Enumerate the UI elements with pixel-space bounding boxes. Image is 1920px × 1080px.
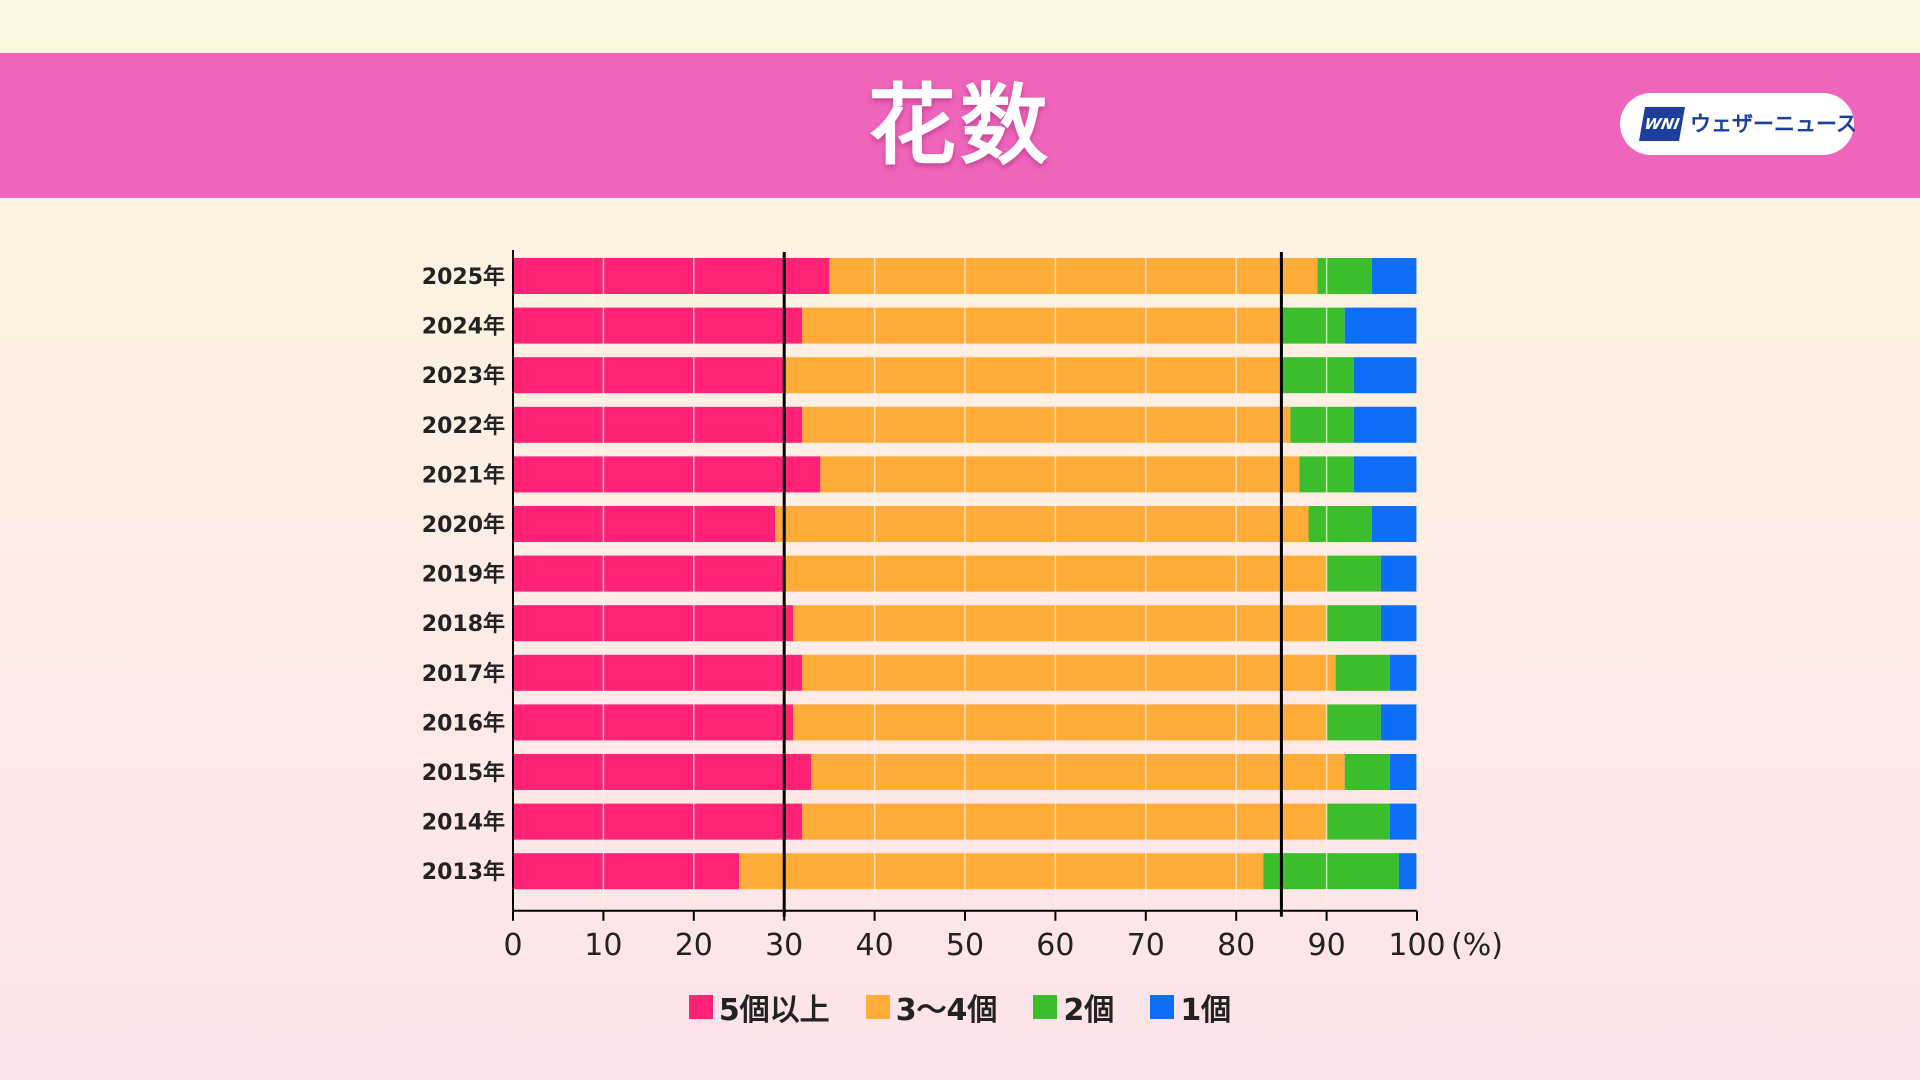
bar-segment (1281, 307, 1345, 344)
x-tick-label: 60 (1036, 928, 1074, 963)
bar-segment (1389, 803, 1417, 840)
legend-swatch (688, 995, 713, 1019)
bar-segment (1308, 506, 1372, 542)
bar-segment (513, 506, 776, 542)
legend-label: 5個以上 (718, 993, 830, 1028)
x-tick-label: 90 (1308, 928, 1346, 963)
x-tick-label: 50 (946, 928, 984, 963)
logo-text: ウェザーニュース (1690, 112, 1857, 136)
y-tick-label: 2019年 (422, 562, 505, 588)
x-tick-label: 10 (584, 928, 622, 963)
bar-segment (1389, 754, 1417, 790)
x-tick-label: 40 (856, 928, 894, 963)
bar-segment (1326, 704, 1381, 741)
bar-segment (513, 754, 812, 790)
legend-label: 1個 (1180, 993, 1232, 1028)
weathernews-logo: WNI ウェザーニュース (1620, 93, 1857, 155)
x-tick-label: 80 (1217, 928, 1255, 963)
bar-segment (793, 704, 1327, 741)
bar-segment (1353, 357, 1417, 394)
bar-segment (1380, 704, 1417, 741)
bar-segment (739, 853, 1264, 890)
y-tick-label: 2013年 (422, 859, 505, 885)
y-tick-label: 2022年 (422, 413, 505, 439)
bar-segment (1317, 258, 1372, 294)
bar-segment (513, 307, 803, 344)
bar-segment (820, 456, 1300, 493)
x-tick-label: 30 (765, 928, 803, 963)
bar-segment (802, 803, 1327, 840)
y-tick-label: 2016年 (422, 710, 505, 736)
bar-segment (1326, 803, 1390, 840)
bar-segment (513, 803, 803, 840)
y-tick-label: 2023年 (422, 363, 505, 389)
bar-segment (793, 605, 1327, 642)
bar-segment (1326, 555, 1381, 592)
bar-segment (802, 307, 1282, 344)
bar-segment (1344, 307, 1417, 344)
title-banner: 花数 WNI ウェザーニュース (0, 53, 1920, 198)
bar-segment (1371, 258, 1417, 294)
bar-segment (513, 853, 739, 890)
bar-segment (1353, 406, 1417, 443)
x-tick-label: 100 (1388, 928, 1445, 963)
bar-segment (513, 456, 821, 493)
bar-segment (513, 406, 803, 443)
legend-label: 2個 (1063, 993, 1115, 1028)
y-tick-label: 2025年 (422, 264, 505, 290)
bar-segment (784, 357, 1282, 394)
page-title: 花数 (867, 74, 1052, 177)
bar-segment (513, 555, 785, 592)
y-tick-label: 2021年 (422, 462, 505, 488)
y-tick-label: 2024年 (422, 314, 505, 340)
bar-segment (1344, 754, 1390, 790)
y-tick-label: 2015年 (422, 760, 505, 786)
bar-segment (1380, 555, 1417, 592)
x-tick-label: 70 (1127, 928, 1165, 963)
bar-segment (1281, 357, 1354, 394)
bar-segment (1380, 605, 1417, 642)
bar-segment (811, 754, 1345, 790)
legend-item-2: 2個 (1033, 985, 1114, 1029)
bar-segment (1263, 853, 1399, 890)
bar-segment (513, 605, 794, 642)
legend-swatch (1150, 995, 1175, 1019)
bar-segment (1326, 605, 1381, 642)
x-unit-label: (%) (1451, 928, 1503, 963)
bar-segment (775, 506, 1309, 542)
chart-legend: 5個以上 3〜4個 2個 1個 (0, 985, 1920, 1029)
bar-segment (802, 654, 1336, 691)
x-tick-label: 0 (503, 928, 522, 963)
bar-segment (513, 654, 803, 691)
legend-swatch (865, 995, 890, 1019)
x-tick-label: 20 (675, 928, 713, 963)
bar-segment (513, 704, 794, 741)
bar-segment (802, 406, 1291, 443)
bar-segment (513, 357, 785, 394)
legend-label: 3〜4個 (895, 993, 998, 1028)
bar-segment (513, 258, 830, 294)
legend-swatch (1033, 995, 1058, 1019)
y-tick-label: 2017年 (422, 661, 505, 687)
y-tick-label: 2020年 (422, 512, 505, 538)
legend-item-1: 1個 (1150, 985, 1231, 1029)
bar-segment (1290, 406, 1354, 443)
y-tick-label: 2018年 (422, 611, 505, 637)
bar-segment (1335, 654, 1390, 691)
bar-segment (1353, 456, 1417, 493)
bar-segment (1398, 853, 1417, 890)
y-tick-label: 2014年 (422, 810, 505, 836)
bar-segment (1389, 654, 1417, 691)
stacked-bar-chart: 2025年 2024年 2023年 2022年 2021年 2020年 2019年 2018年… (422, 250, 1503, 963)
legend-item-3to4: 3〜4個 (865, 985, 998, 1029)
legend-item-5plus: 5個以上 (688, 985, 830, 1029)
bar-segment (829, 258, 1318, 294)
bar-segment (1371, 506, 1417, 542)
